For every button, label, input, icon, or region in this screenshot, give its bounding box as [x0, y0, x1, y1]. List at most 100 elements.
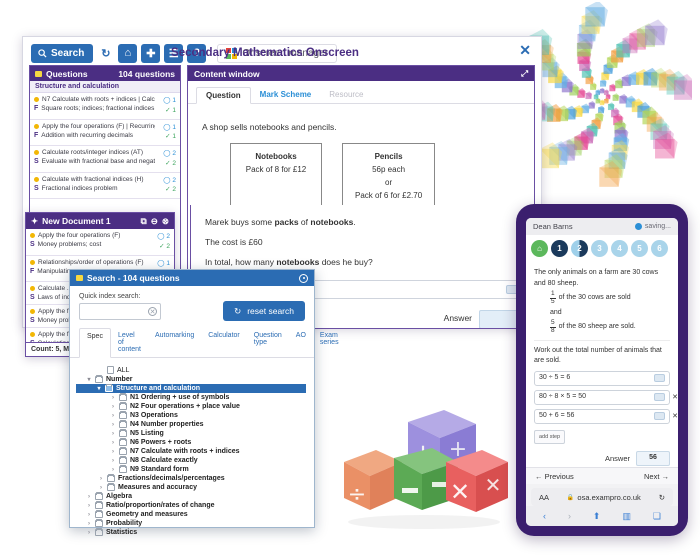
questions-icon	[35, 70, 42, 77]
twisty-icon[interactable]: ›	[88, 529, 90, 536]
twisty-icon[interactable]: ›	[112, 439, 114, 446]
twisty-icon[interactable]: ›	[112, 394, 114, 401]
browser-address-bar[interactable]: AA 🔒 osa.exampro.co.uk ↻	[531, 488, 673, 506]
tree-node[interactable]: ▾ Number	[78, 375, 306, 384]
next-button[interactable]: Next →	[643, 471, 669, 481]
phone-step-input[interactable]: 80 ÷ 8 × 5 = 50 ✕	[534, 389, 678, 405]
phone-step-2[interactable]: 2	[571, 240, 588, 257]
phone-step-1[interactable]: 1	[551, 240, 568, 257]
search-tab-spec[interactable]: Spec	[79, 328, 111, 358]
folder-icon	[95, 492, 103, 500]
search-tab-calculator[interactable]: Calculator	[208, 332, 240, 339]
add-icon[interactable]: ✚	[141, 43, 161, 63]
search-tab-ao[interactable]: AO	[295, 332, 306, 339]
phone-answer-input[interactable]: 56	[636, 451, 670, 466]
tree-node[interactable]: › Probability	[78, 519, 306, 528]
phone-step-5[interactable]: 5	[631, 240, 648, 257]
previous-button[interactable]: ← Previous	[535, 471, 574, 481]
tree-node[interactable]: › N5 Listing	[78, 429, 306, 438]
reset-search-button[interactable]: ↻ reset search	[223, 301, 305, 321]
twisty-icon[interactable]: ›	[100, 484, 102, 491]
close-icon[interactable]: ✕	[519, 42, 531, 58]
list-icon[interactable]: ☰	[164, 43, 184, 63]
phone-step-input[interactable]: 30 ÷ 5 = 6	[534, 370, 670, 386]
tree-node[interactable]: › N8 Calculate exactly	[78, 456, 306, 465]
twisty-icon[interactable]: ›	[112, 421, 114, 428]
tree-node[interactable]: › N3 Operations	[78, 411, 306, 420]
tree-node[interactable]: › Fractions/decimals/percentages	[78, 474, 306, 483]
twisty-icon[interactable]: ›	[112, 466, 114, 473]
document-list-item[interactable]: Apply the four operations (F) S Money pro…	[26, 229, 174, 256]
svg-text:✕: ✕	[450, 478, 470, 506]
bookmarks-icon[interactable]: ▥	[622, 510, 631, 521]
twisty-icon[interactable]: ▾	[87, 377, 91, 383]
twisty-icon[interactable]: ›	[88, 502, 90, 509]
document-minimize-icon[interactable]: ⊖	[150, 215, 158, 226]
twisty-icon[interactable]: ›	[112, 412, 114, 419]
search-button[interactable]: Search	[31, 43, 94, 63]
keyboard-icon[interactable]	[654, 393, 665, 402]
search-tab-exam-series[interactable]: Exam series	[319, 332, 339, 346]
remove-step-icon[interactable]: ✕	[672, 412, 678, 420]
quick-index-input[interactable]: ✕	[79, 303, 161, 320]
phone-step-input[interactable]: 50 + 6 = 56 ✕	[534, 408, 678, 424]
question-list-item[interactable]: N7 Calculate with roots + indices | Calc…	[30, 93, 180, 120]
help-icon[interactable]: ?	[187, 43, 207, 63]
twisty-icon[interactable]: ›	[88, 520, 90, 527]
document-close-icon[interactable]: ⊗	[161, 215, 169, 226]
home-icon[interactable]: ⌂	[118, 43, 138, 63]
twisty-icon[interactable]: ›	[88, 493, 90, 500]
text-size-button[interactable]: AA	[539, 492, 550, 502]
onscreen-manager-button[interactable]: Onscreen manager	[217, 43, 337, 63]
tree-node[interactable]: › N9 Standard form	[78, 465, 306, 474]
add-step-button[interactable]: add step	[534, 429, 566, 444]
tree-node[interactable]: › N7 Calculate with roots + indices	[78, 447, 306, 456]
status-dot-icon	[34, 123, 39, 129]
phone-step-⌂[interactable]: ⌂	[531, 240, 548, 257]
tree-node[interactable]: › Ratio/proportion/rates of change	[78, 501, 306, 510]
document-popout-icon[interactable]: ⧉	[140, 215, 147, 226]
tree-node[interactable]: › N2 Four operations + place value	[78, 402, 306, 411]
tree-node[interactable]: › Measures and accuracy	[78, 483, 306, 492]
phone-step-4[interactable]: 4	[611, 240, 628, 257]
twisty-icon[interactable]: ›	[88, 511, 90, 518]
refresh-icon[interactable]: ↻	[97, 43, 115, 63]
question-list-item[interactable]: Calculate roots/integer indices (AT) S Ev…	[30, 146, 180, 173]
remove-step-icon[interactable]: ✕	[672, 393, 678, 401]
tabs-icon[interactable]: ❏	[652, 510, 661, 521]
twisty-icon[interactable]: ▾	[97, 386, 101, 392]
expand-icon[interactable]: ⤢	[521, 68, 528, 78]
twisty-icon[interactable]: ›	[112, 403, 114, 410]
tab-question[interactable]: Question	[196, 87, 251, 104]
search-tab-automarking[interactable]: Automarking	[154, 332, 195, 339]
browser-forward-icon[interactable]: ›	[567, 511, 571, 521]
saving-status: saving...	[634, 223, 671, 230]
search-dialog-close-icon[interactable]	[299, 273, 308, 283]
count-primary: ◯ 1	[163, 97, 176, 104]
reload-icon[interactable]: ↻	[658, 492, 665, 502]
tree-node[interactable]: › N1 Ordering + use of symbols	[78, 393, 306, 402]
tree-node[interactable]: › Algebra	[78, 492, 306, 501]
search-tab-question-type[interactable]: Question type	[253, 332, 282, 346]
phone-step-3[interactable]: 3	[591, 240, 608, 257]
tree-node[interactable]: ALL	[78, 365, 306, 375]
clear-icon[interactable]: ✕	[148, 307, 157, 316]
keyboard-icon[interactable]	[654, 374, 665, 383]
tree-node[interactable]: › N6 Powers + roots	[78, 438, 306, 447]
search-tab-level-of-content[interactable]: Level of content	[117, 332, 141, 353]
question-list-item[interactable]: Apply the four operations (F) | Recurrin…	[30, 120, 180, 146]
twisty-icon[interactable]: ›	[112, 430, 114, 437]
tree-node[interactable]: › Geometry and measures	[78, 510, 306, 519]
twisty-icon[interactable]: ›	[112, 457, 114, 464]
tree-node[interactable]: › N4 Number properties	[78, 420, 306, 429]
share-icon[interactable]: ⬆	[592, 510, 601, 521]
twisty-icon[interactable]: ›	[112, 448, 114, 455]
browser-back-icon[interactable]: ‹	[542, 511, 546, 521]
tree-node[interactable]: › Statistics	[78, 528, 306, 536]
phone-step-6[interactable]: 6	[651, 240, 668, 257]
keyboard-icon[interactable]	[654, 412, 665, 421]
tree-node[interactable]: ▾ Structure and calculation	[76, 384, 306, 393]
tab-mark-scheme[interactable]: Mark Scheme	[259, 90, 312, 99]
twisty-icon[interactable]: ›	[100, 475, 102, 482]
